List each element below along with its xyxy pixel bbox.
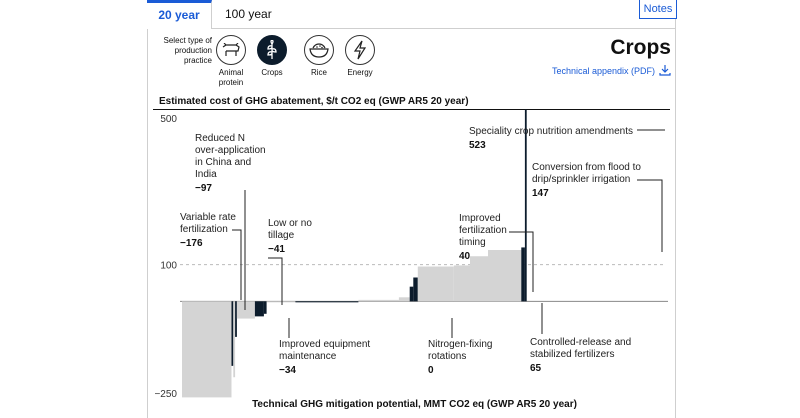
option-label: Energy — [347, 68, 373, 77]
annotation-value: 523 — [469, 140, 486, 151]
annotation-label: India — [195, 169, 217, 180]
bar — [182, 301, 232, 398]
crop-icon — [257, 35, 287, 65]
cow-icon — [216, 35, 246, 65]
bar — [277, 301, 296, 303]
selector-label: Select type of production practice — [163, 36, 212, 65]
annotation-label: over-application — [195, 145, 266, 156]
bar — [413, 277, 418, 302]
annotation-value: 65 — [530, 363, 542, 374]
tab-20-year[interactable]: 20 year — [147, 0, 212, 29]
annotation-label: Low or no — [268, 218, 312, 229]
annotation-label: Improved — [459, 213, 501, 224]
bar — [488, 250, 522, 302]
tab-100-year[interactable]: 100 year — [225, 7, 272, 21]
option-crops[interactable]: Crops — [252, 35, 292, 78]
download-icon — [659, 64, 671, 78]
bar — [231, 301, 234, 366]
x-axis-label: Technical GHG mitigation potential, MMT … — [252, 399, 577, 410]
annotation-label: Controlled-release and — [530, 337, 631, 348]
annotation-value: −41 — [268, 244, 285, 255]
annotation-value: −176 — [180, 238, 203, 249]
notes-button[interactable]: Notes — [639, 0, 677, 19]
bar — [417, 266, 454, 302]
annotation-label: Variable rate — [180, 212, 236, 223]
option-label: Rice — [310, 68, 327, 77]
tab-bar: 20 year 100 year — [147, 0, 676, 29]
bar — [409, 286, 414, 302]
annotation-value: −34 — [279, 365, 296, 376]
lightning-icon — [345, 35, 375, 65]
bar — [236, 301, 255, 319]
leader-line — [268, 257, 283, 305]
annotation-label: fertilization — [459, 225, 507, 236]
bar — [233, 301, 236, 378]
option-label: Animal protein — [218, 68, 244, 87]
leader-line — [509, 231, 534, 292]
annotation-value: 147 — [532, 188, 549, 199]
bar — [398, 297, 410, 302]
bar — [266, 301, 278, 303]
technical-appendix-link[interactable]: Technical appendix (PDF) — [552, 64, 671, 78]
divider — [153, 109, 670, 110]
option-animal-protein[interactable]: Animal protein — [211, 35, 251, 88]
annotation-label: Conversion from flood to — [532, 162, 641, 173]
annotation-label: drip/sprinkler irrigation — [532, 174, 630, 185]
annotation-label: Speciality crop nutrition amendments — [469, 126, 633, 137]
bar — [254, 301, 264, 317]
option-energy[interactable]: Energy — [340, 35, 380, 78]
bar — [453, 265, 470, 302]
leader-line — [637, 179, 663, 252]
appendix-label: Technical appendix (PDF) — [551, 66, 655, 76]
annotation-label: Reduced N — [195, 133, 245, 144]
page-title: Crops — [610, 36, 671, 59]
annotation-label: in China and — [195, 157, 251, 168]
annotation-label: Improved equipment — [279, 339, 370, 350]
annotation-label: Nitrogen-fixing — [428, 339, 492, 350]
annotation-label: stabilized fertilizers — [530, 349, 614, 360]
option-label: Crops — [261, 68, 283, 77]
bar — [263, 301, 267, 314]
y-tick-label: 500 — [160, 114, 177, 125]
bar — [524, 109, 527, 302]
bar — [295, 301, 359, 303]
bar — [235, 301, 237, 337]
y-axis-label: Estimated cost of GHG abatement, $/t CO2… — [159, 96, 469, 107]
rice-bowl-icon — [304, 35, 334, 65]
y-tick-label: −250 — [154, 389, 177, 400]
annotation-value: −97 — [195, 183, 212, 194]
y-tick-label: 100 — [160, 261, 177, 272]
annotation-label: tillage — [268, 230, 295, 241]
annotation-label: timing — [459, 237, 486, 248]
annotation-value: 40 — [459, 251, 471, 262]
annotation-label: rotations — [428, 351, 466, 362]
panel-frame — [147, 0, 676, 418]
annotation-label: fertilization — [180, 224, 228, 235]
option-rice[interactable]: Rice — [299, 35, 339, 78]
annotation-value: 0 — [428, 365, 434, 376]
annotation-label: maintenance — [279, 351, 337, 362]
bar — [521, 247, 525, 302]
bar — [470, 256, 488, 302]
bar — [358, 299, 399, 302]
leader-line — [232, 229, 242, 300]
